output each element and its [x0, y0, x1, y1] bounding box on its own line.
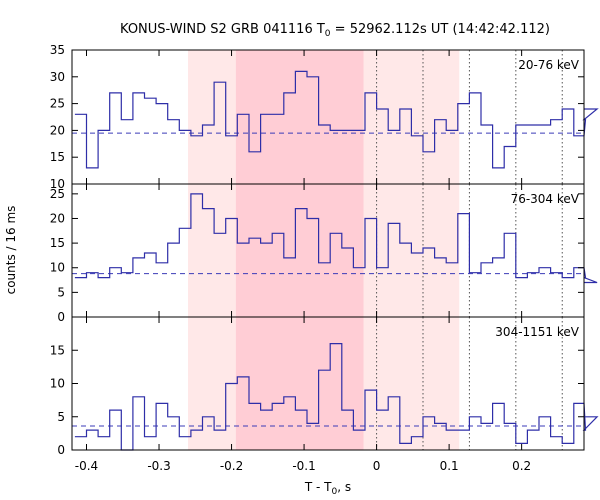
energy-band-label: 76-304 keV: [511, 192, 580, 206]
plot-area: 10 15 20 25 30 35 20-76 keV 0 5 10 15 20 25 76-304 ke…: [50, 43, 599, 473]
y-tick-label: 15: [50, 236, 65, 250]
x-tick-label: -0.4: [75, 459, 98, 473]
energy-band-label: 304-1151 keV: [495, 325, 579, 339]
light-curve-series: [74, 343, 599, 451]
y-tick-label: 5: [57, 410, 65, 424]
x-tick-label: 0.2: [512, 459, 531, 473]
x-axis-label: T - T0, s: [304, 480, 351, 497]
light-curve-series: [74, 70, 599, 169]
x-tick-label: 0: [373, 459, 381, 473]
shaded-interval-dark: [235, 50, 364, 184]
y-tick-label: 10: [50, 261, 65, 275]
energy-band-label: 20-76 keV: [518, 58, 580, 72]
x-tick-label: -0.3: [147, 459, 170, 473]
chart-title: KONUS-WIND S2 GRB 041116 T0 = 52962.112s…: [120, 22, 550, 39]
panel-2: 0 5 10 15 20 25 76-304 keV: [50, 183, 598, 324]
x-tick-label: -0.2: [220, 459, 243, 473]
y-tick-label: 10: [50, 377, 65, 391]
x-tick-label: 0.1: [440, 459, 459, 473]
light-curve-series: [74, 193, 598, 284]
x-tick-label: -0.1: [292, 459, 315, 473]
y-tick-label: 20: [50, 211, 65, 225]
y-tick-label: 0: [57, 310, 65, 324]
shaded-interval-dark: [235, 184, 364, 317]
y-tick-label: 20: [50, 123, 65, 137]
y-tick-label: 15: [50, 343, 65, 357]
y-tick-label: 10: [50, 177, 65, 191]
y-tick-label: 15: [50, 150, 65, 164]
y-tick-label: 25: [50, 97, 65, 111]
y-tick-label: 30: [50, 70, 65, 84]
y-tick-label: 5: [57, 285, 65, 299]
panel-1: 10 15 20 25 30 35 20-76 keV: [50, 43, 599, 191]
y-tick-label: 35: [50, 43, 65, 57]
y-axis-label: counts / 16 ms: [4, 206, 18, 295]
shaded-interval-dark: [235, 317, 364, 450]
y-tick-label: 0: [57, 443, 65, 457]
panel-3: 0 5 10 15 304-1151 keV: [50, 316, 599, 457]
y-tick-label: 25: [50, 187, 65, 201]
